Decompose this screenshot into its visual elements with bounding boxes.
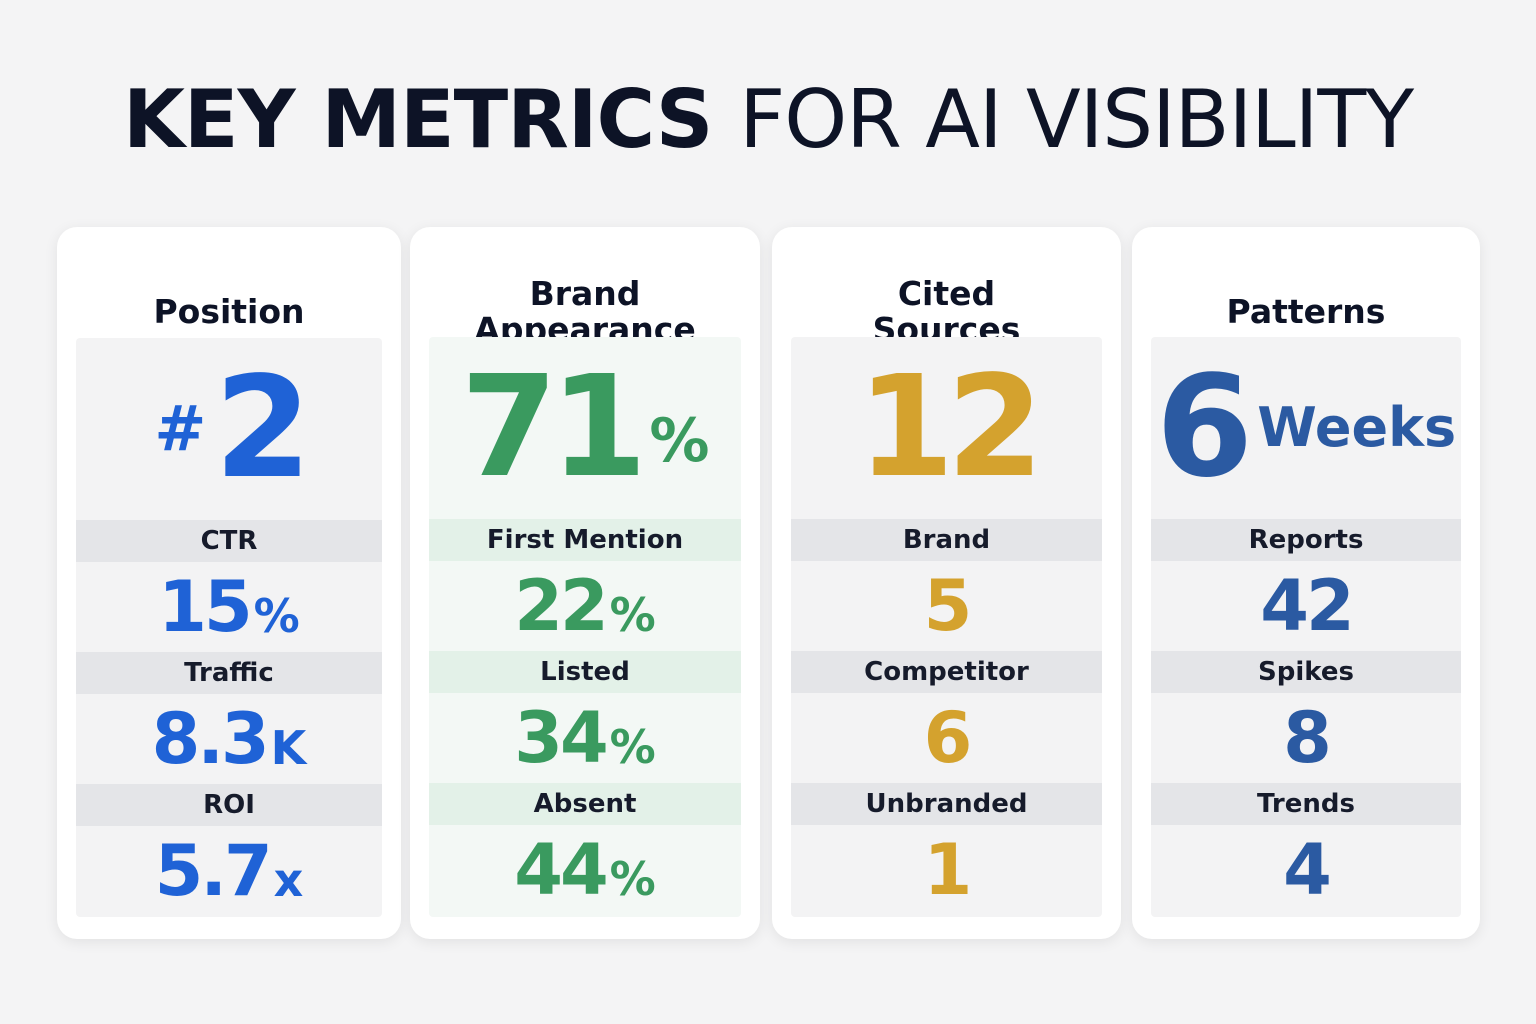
metric-value: 22 % xyxy=(429,561,741,651)
metric-label: Listed xyxy=(429,651,741,693)
hero-metric: 6 Weeks xyxy=(1151,337,1461,519)
metric-number: 5.7 xyxy=(154,830,273,912)
metric-label: CTR xyxy=(76,520,382,562)
hero-metric: # 2 xyxy=(76,338,382,520)
card-cited-sources: Cited Sources 12 Brand 5 Competitor 6 Un… xyxy=(772,227,1121,939)
metric-number: 44 xyxy=(514,829,608,911)
title-strong: KEY METRICS xyxy=(122,73,713,166)
metric-label: Absent xyxy=(429,783,741,825)
hero-suffix: Weeks xyxy=(1257,396,1457,459)
metric-value: 44 % xyxy=(429,825,741,915)
metric-unit: K xyxy=(270,721,307,775)
hero-value: 6 xyxy=(1155,346,1253,509)
metric-label: First Mention xyxy=(429,519,741,561)
card-title: Position xyxy=(153,292,305,331)
metric-value: 1 xyxy=(791,825,1102,915)
metric-label: Brand xyxy=(791,519,1102,561)
metric-number: 15 xyxy=(158,566,252,648)
card-title: Patterns xyxy=(1226,292,1386,331)
metric-value: 4 xyxy=(1151,825,1461,915)
metric-label: Competitor xyxy=(791,651,1102,693)
metric-number: 34 xyxy=(514,697,608,779)
metric-label: Unbranded xyxy=(791,783,1102,825)
metric-label: Spikes xyxy=(1151,651,1461,693)
metric-number: 8 xyxy=(1283,697,1332,779)
card-position: Position # 2 CTR 15 % Traffic 8.3 K ROI … xyxy=(57,227,401,939)
hero-value: 71 xyxy=(460,346,648,509)
hero-metric: 71 % xyxy=(429,337,741,519)
metric-label: Reports xyxy=(1151,519,1461,561)
metric-unit: % xyxy=(609,852,656,906)
metric-number: 4 xyxy=(1283,829,1332,911)
metric-value: 5 xyxy=(791,561,1102,651)
metric-number: 5 xyxy=(923,565,973,647)
card-body: 12 Brand 5 Competitor 6 Unbranded 1 xyxy=(791,337,1102,917)
metric-label: Traffic xyxy=(76,652,382,694)
metric-unit: % xyxy=(609,720,656,774)
metric-value: 34 % xyxy=(429,693,741,783)
metric-value: 5.7 x xyxy=(76,826,382,916)
metric-number: 1 xyxy=(923,829,973,911)
metric-unit: % xyxy=(609,588,656,642)
metric-value: 8.3 K xyxy=(76,694,382,784)
metric-unit: x xyxy=(273,853,304,907)
metric-unit: % xyxy=(253,589,300,643)
metric-label: Trends xyxy=(1151,783,1461,825)
title-light: FOR AI VISIBILITY xyxy=(739,73,1414,166)
page-title: KEY METRICS FOR AI VISIBILITY xyxy=(0,72,1536,168)
hero-suffix: % xyxy=(649,406,710,476)
metric-number: 22 xyxy=(514,565,608,647)
hero-value: 12 xyxy=(857,346,1044,509)
hero-value: 2 xyxy=(214,347,311,510)
card-body: 6 Weeks Reports 42 Spikes 8 Trends 4 xyxy=(1151,337,1461,917)
metric-value: 42 xyxy=(1151,561,1461,651)
hero-metric: 12 xyxy=(791,337,1102,519)
metric-value: 15 % xyxy=(76,562,382,652)
card-patterns: Patterns 6 Weeks Reports 42 Spikes 8 Tre… xyxy=(1132,227,1480,939)
card-body: # 2 CTR 15 % Traffic 8.3 K ROI 5.7 x xyxy=(76,338,382,917)
metric-value: 8 xyxy=(1151,693,1461,783)
metric-number: 42 xyxy=(1260,565,1354,647)
metric-number: 6 xyxy=(923,697,973,779)
metric-label: ROI xyxy=(76,784,382,826)
metric-number: 8.3 xyxy=(151,698,270,780)
metric-value: 6 xyxy=(791,693,1102,783)
card-body: 71 % First Mention 22 % Listed 34 % Abse… xyxy=(429,337,741,917)
hero-prefix: # xyxy=(154,392,207,465)
card-brand-appearance: Brand Appearance 71 % First Mention 22 %… xyxy=(410,227,760,939)
